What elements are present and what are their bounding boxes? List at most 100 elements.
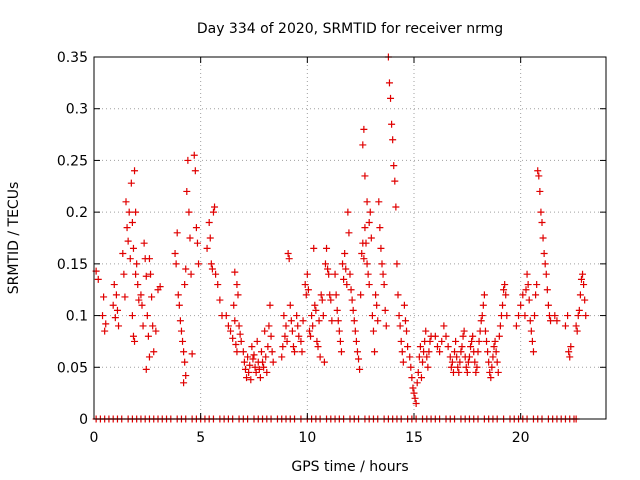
data-point-marker	[375, 198, 383, 206]
data-point-marker	[239, 348, 247, 356]
data-point-marker	[132, 270, 140, 278]
data-point-marker	[288, 327, 296, 335]
data-point-marker	[576, 291, 584, 299]
data-point-marker	[457, 348, 465, 356]
data-point-marker	[352, 337, 360, 345]
data-point-marker	[156, 283, 164, 291]
data-point-marker	[94, 275, 102, 283]
data-point-marker	[240, 358, 248, 366]
data-point-marker	[453, 353, 461, 361]
chart-title: Day 334 of 2020, SRMTID for receiver nrm…	[197, 21, 503, 37]
data-point-marker	[183, 187, 191, 195]
data-point-marker	[222, 312, 230, 320]
data-point-marker	[235, 322, 243, 330]
data-point-marker	[320, 358, 328, 366]
data-point-marker	[150, 348, 158, 356]
data-point-marker	[361, 172, 369, 180]
data-point-marker	[212, 270, 220, 278]
data-point-marker	[389, 136, 397, 144]
data-point-marker	[529, 348, 537, 356]
data-point-marker	[481, 327, 489, 335]
data-point-marker	[291, 348, 299, 356]
data-point-marker	[302, 291, 310, 299]
data-point-marker	[575, 306, 583, 314]
data-point-marker	[353, 348, 361, 356]
data-point-marker	[397, 337, 405, 345]
data-point-marker	[483, 337, 491, 345]
data-point-marker	[566, 353, 574, 361]
data-point-marker	[216, 296, 224, 304]
data-point-marker	[145, 255, 153, 263]
data-point-marker	[473, 363, 481, 371]
data-point-marker	[323, 244, 331, 252]
data-point-marker	[308, 312, 316, 320]
data-point-marker	[134, 281, 142, 289]
data-point-marker	[128, 312, 136, 320]
data-point-marker	[263, 368, 271, 376]
y-axis-label: SRMTID / TECUs	[6, 182, 22, 295]
data-point-marker	[525, 296, 533, 304]
data-point-marker	[355, 355, 363, 363]
data-point-marker	[456, 358, 464, 366]
data-point-marker	[144, 332, 152, 340]
data-point-marker	[185, 208, 193, 216]
data-point-marker	[251, 363, 259, 371]
data-point-marker	[340, 275, 348, 283]
data-point-marker	[303, 270, 311, 278]
data-point-marker	[444, 343, 452, 351]
data-point-marker	[152, 327, 160, 335]
data-point-marker	[205, 218, 213, 226]
data-point-marker	[113, 306, 121, 314]
x-tick-label: 0	[90, 430, 99, 446]
data-point-marker	[120, 270, 128, 278]
y-tick-labels: 0 0.05 0.1 0.15 0.2 0.25 0.3 0.35	[57, 50, 88, 428]
data-point-marker	[115, 322, 123, 330]
data-point-marker	[232, 341, 240, 349]
data-point-marker	[561, 322, 569, 330]
data-point-marker	[318, 296, 326, 304]
data-point-marker	[147, 270, 155, 278]
data-point-marker	[132, 208, 140, 216]
data-point-marker	[523, 270, 531, 278]
data-point-marker	[360, 125, 368, 133]
data-point-marker	[299, 317, 307, 325]
data-point-marker	[287, 317, 295, 325]
data-point-marker	[328, 317, 336, 325]
data-point-marker	[411, 394, 419, 402]
data-point-marker	[289, 343, 297, 351]
data-point-marker	[422, 327, 430, 335]
data-point-marker	[487, 374, 495, 382]
data-point-marker	[400, 301, 408, 309]
y-tick-label: 0.3	[66, 102, 88, 118]
data-point-marker	[245, 368, 253, 376]
data-point-marker	[350, 317, 358, 325]
data-point-marker	[387, 94, 395, 102]
data-point-marker	[265, 322, 273, 330]
data-point-marker	[393, 260, 401, 268]
data-point-marker	[490, 343, 498, 351]
data-point-marker	[297, 337, 305, 345]
data-point-marker	[479, 301, 487, 309]
data-point-marker	[395, 312, 403, 320]
data-point-marker	[131, 167, 139, 175]
data-point-marker	[255, 365, 263, 373]
data-point-marker	[305, 327, 313, 335]
data-point-marker	[536, 187, 544, 195]
data-point-marker	[294, 322, 302, 330]
data-points	[92, 53, 590, 423]
data-point-marker	[580, 281, 588, 289]
data-point-marker	[351, 327, 359, 335]
data-point-marker	[455, 368, 463, 376]
data-point-marker	[573, 327, 581, 335]
data-point-marker	[477, 317, 485, 325]
data-point-marker	[298, 348, 306, 356]
data-point-marker	[208, 265, 216, 273]
data-point-marker	[101, 327, 109, 335]
data-point-marker	[524, 281, 532, 289]
data-point-marker	[135, 296, 143, 304]
data-point-marker	[486, 368, 494, 376]
y-tick-label: 0.1	[66, 309, 88, 325]
data-point-marker	[533, 281, 541, 289]
data-point-marker	[365, 281, 373, 289]
data-point-marker	[471, 358, 479, 366]
